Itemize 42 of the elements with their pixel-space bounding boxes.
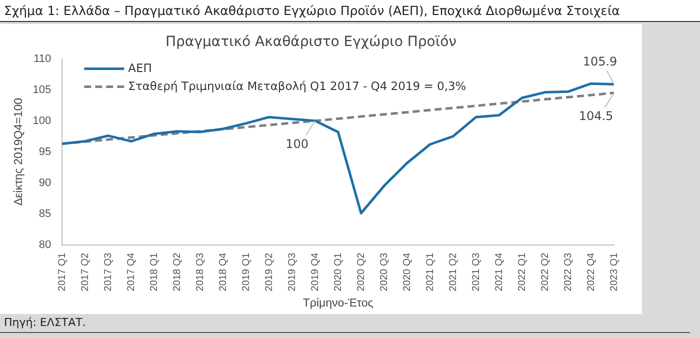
legend-label: Σταθερή Τριμηνιαία Μεταβολή Q1 2017 - Q4 2019 = 0,3% bbox=[128, 78, 466, 93]
y-tick-label: 95 bbox=[38, 146, 52, 158]
x-tick-label: 2017 Q2 bbox=[80, 252, 91, 292]
x-tick-label: 2022 Q1 bbox=[516, 252, 528, 292]
x-tick-label: 2017 Q3 bbox=[102, 252, 114, 292]
x-tick-label: 2017 Q1 bbox=[56, 252, 68, 292]
x-axis-title: Τρίμηνο-Έτος bbox=[302, 297, 374, 310]
x-tick-label: 2022 Q2 bbox=[540, 252, 551, 292]
x-tick-label: 2019 Q2 bbox=[264, 252, 275, 292]
x-tick-label: 2018 Q3 bbox=[194, 252, 206, 292]
x-tick-label: 2021 Q1 bbox=[424, 252, 436, 292]
x-tick-label: 2021 Q4 bbox=[494, 252, 505, 292]
chart-subtitle: Πραγματικό Ακαθάριστο Εγχώριο Προϊόν bbox=[166, 34, 457, 50]
y-tick-label: 85 bbox=[38, 208, 52, 220]
y-axis-title: Δείκτης 2019Q4=100 bbox=[13, 98, 26, 206]
x-tick-label: 2022 Q3 bbox=[562, 252, 574, 292]
y-tick-label: 105 bbox=[32, 84, 52, 96]
x-tick-label: 2021 Q2 bbox=[448, 252, 459, 292]
annotation: 105.9 bbox=[582, 54, 618, 68]
x-tick-label: 2020 Q3 bbox=[378, 252, 390, 292]
y-tick-label: 100 bbox=[32, 114, 52, 127]
x-tick-label: 2019 Q1 bbox=[240, 252, 252, 292]
x-tick-label: 2021 Q3 bbox=[470, 252, 482, 292]
annotation: 104.5 bbox=[578, 109, 614, 124]
chart-title: Σχήμα 1: Ελλάδα – Πραγματικό Ακαθάριστο Εγχώριο Προϊόν (ΑΕΠ), Εποχικά Διορθωμένα Στοιχεία bbox=[0, 0, 700, 22]
legend-label: ΑΕΠ bbox=[128, 60, 152, 75]
annotation: 100 bbox=[286, 136, 309, 151]
x-tick-label: 2020 Q2 bbox=[356, 252, 367, 292]
x-tick-label: 2017 Q4 bbox=[126, 252, 137, 292]
text: Πηγή: ΕΛΣΤΑΤ. bbox=[4, 316, 86, 329]
x-tick-label: 2018 Q1 bbox=[148, 252, 160, 292]
x-tick-label: 2019 Q4 bbox=[310, 252, 321, 292]
x-tick-label: 2019 Q3 bbox=[286, 252, 298, 292]
x-tick-label: 2018 Q2 bbox=[172, 252, 183, 292]
x-tick-label: 2022 Q4 bbox=[586, 252, 597, 292]
y-tick-label: 110 bbox=[34, 52, 52, 65]
x-tick-label: 2020 Q4 bbox=[402, 252, 413, 292]
x-tick-label: 2020 Q1 bbox=[332, 252, 344, 292]
y-tick-label: 90 bbox=[38, 176, 52, 189]
x-tick-label: 2023 Q1 bbox=[608, 252, 620, 292]
y-tick-label: 80 bbox=[38, 238, 52, 251]
x-tick-label: 2018 Q4 bbox=[218, 252, 229, 292]
